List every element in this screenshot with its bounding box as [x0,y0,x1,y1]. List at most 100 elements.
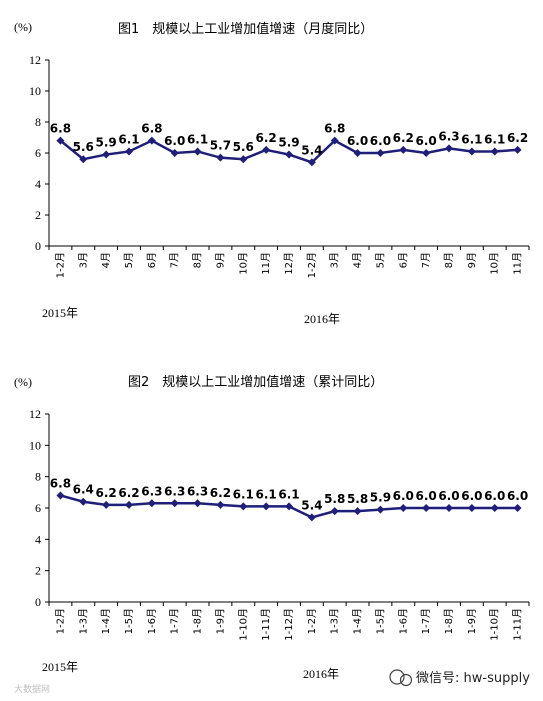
chart1-data-label: 6.1 [461,132,482,146]
chart1-xtick-label: 3月 [77,252,89,268]
chart1-xtick-label: 1-2月 [306,252,318,278]
chart1-data-label: 6.8 [324,122,345,136]
chart1-xtick-label: 6月 [146,252,158,268]
chart1-xtick-label: 3月 [329,252,341,268]
chart1-data-label: 5.4 [301,143,322,157]
chart2-data-label: 6.2 [210,486,231,500]
chart2-data-point [125,500,133,509]
chart1-data-label: 6.2 [507,131,528,145]
chart2-year-2016: 2016年 [303,667,339,681]
chart2-data-label: 6.0 [416,489,437,503]
chart2-data-label: 6.0 [393,489,414,503]
chart2-data-label: 6.2 [96,486,117,500]
chart1-xtick-label: 6月 [397,252,409,268]
chart2-data-point [422,504,431,512]
chart2-xtick-label: 1-4月 [100,608,112,634]
chart2-data-label: 6.0 [461,489,482,503]
chart1-data-label: 5.7 [210,139,231,153]
chart2-xtick-label: 1-7月 [169,608,181,634]
chart2-data-point [513,504,522,512]
chart1-data-label: 6.0 [416,134,437,148]
chart1-data-label: 6.0 [370,134,391,148]
chart1-ytick-label: 10 [29,84,41,98]
chart2-data-point [285,502,293,511]
chart1-xtick-label: 9月 [214,252,226,268]
chart2-ytick-label: 12 [29,407,41,421]
chart1-data-label: 6.1 [187,132,208,146]
chart2-xtick-label: 1-8月 [443,608,455,634]
chart1-ytick-label: 6 [35,146,41,160]
chart1-data-label: 6.3 [438,129,459,143]
chart2-xtick-label: 1-9月 [466,608,478,634]
chart2-data-label: 6.3 [164,484,185,498]
chart2-data-point [445,504,453,512]
chart1-data-point [376,149,385,157]
chart1-data-point [102,150,111,159]
chart2-data-label: 6.3 [187,484,208,498]
chart1-xtick-label: 9月 [466,252,478,268]
chart2-data-label: 6.3 [141,484,162,498]
chart2-data-label: 5.8 [347,492,368,506]
chart1-xtick-label: 8月 [192,252,204,268]
chart1-xtick-label: 12月 [283,252,295,275]
chart1-data-point [125,147,133,156]
chart1-xtick-label: 4月 [352,252,364,268]
chart2-data-label: 5.8 [324,492,345,506]
chart1-data-point [239,155,248,164]
chart2-data-label: 6.0 [484,489,505,503]
chart1-data-label: 6.1 [484,132,505,146]
chart2-xtick-label: 1-6月 [146,608,158,634]
chart2-data-label: 6.1 [233,487,254,501]
chart1-plot: 0 2 4 6 8 10 12 1-2月 3月 4月 5月 6月 7月 8月 9月 10月 11月 12月 1-2月… [29,53,530,278]
chart2-data-point [376,505,385,514]
chart2-xtick-label: 1-5月 [123,608,135,634]
chart1-data-label: 5.6 [233,140,254,154]
wechat-id: 微信号: hw-supply [416,671,530,686]
chart2-xtick-label: 1-6月 [397,608,409,634]
chart1-xtick-label: 10月 [489,252,501,275]
chart1-data-point [445,144,453,153]
chart2-data-point [102,500,111,509]
chart2-xtick-label: 1-3月 [329,608,341,634]
chart1-unit: (%) [14,20,32,34]
chart2-xtick-label: 1-8月 [192,608,204,634]
chart2-data-label: 5.4 [301,498,322,512]
chart1-data-point [513,145,522,154]
chart1-data-point [467,147,476,156]
chart2-data-point [193,499,202,508]
chart2-ytick-label: 4 [35,532,41,546]
chart2-data-point [307,513,316,522]
chart1-data-label: 6.2 [393,131,414,145]
chart1-data-label: 6.0 [347,134,368,148]
chart1-data-point [79,155,88,164]
chart2-data-label: 5.9 [370,491,391,505]
chart1-xtick-label: 11月 [512,252,524,275]
chart2-data-point [467,504,476,512]
chart2-ytick-label: 0 [35,595,41,609]
chart2-unit: (%) [14,375,32,389]
chart2-data-point [170,499,179,508]
chart1-xtick-label: 5月 [374,252,386,268]
chart2-data-label: 6.0 [438,489,459,503]
chart2-xtick-label: 1-12月 [283,608,295,641]
chart2-xtick-label: 1-10月 [237,608,249,641]
chart1-title: 图1 规模以上工业增加值增速（月度同比） [118,21,373,37]
chart2-data-point [239,502,248,511]
chart2-xtick-label: 1-11月 [512,608,524,641]
chart1-year-2016: 2016年 [304,312,340,326]
chart2-data-label: 6.0 [507,489,528,503]
chart1-data-point [216,153,225,162]
chart2-xtick-label: 1-5月 [374,608,386,634]
chart1-data-point [307,158,316,167]
chart1-data-point [285,150,293,159]
chart2-ytick-label: 8 [35,470,41,484]
chart1-data-label: 6.8 [141,122,162,136]
chart2-xtick-label: 1-9月 [214,608,226,634]
chart2-data-point [79,497,88,506]
chart1-ytick-label: 12 [29,53,41,67]
chart1-data-label: 6.2 [256,131,277,145]
chart2-ytick-label: 2 [35,564,41,578]
chart2-xtick-label: 1-7月 [420,608,432,634]
chart1-data-point [399,145,408,154]
chart2-data-point [399,504,408,512]
